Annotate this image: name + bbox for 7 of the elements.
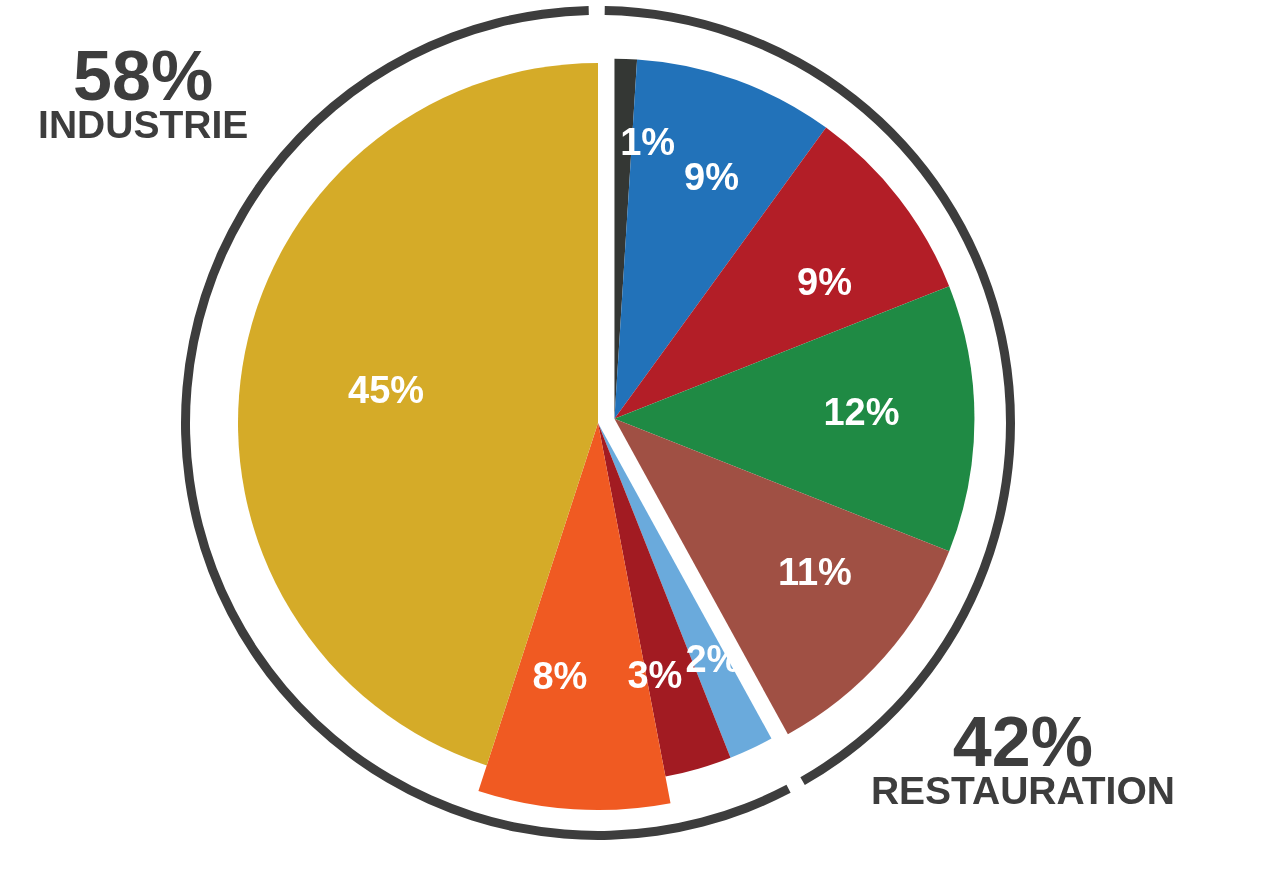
data-label: 8%: [532, 654, 588, 697]
data-label: 9%: [684, 156, 739, 199]
data-label: 12%: [823, 391, 900, 434]
data-label: 3%: [627, 654, 683, 697]
data-label: 11%: [777, 551, 852, 594]
data-label: 45%: [348, 369, 425, 412]
data-label: 9%: [797, 261, 852, 304]
